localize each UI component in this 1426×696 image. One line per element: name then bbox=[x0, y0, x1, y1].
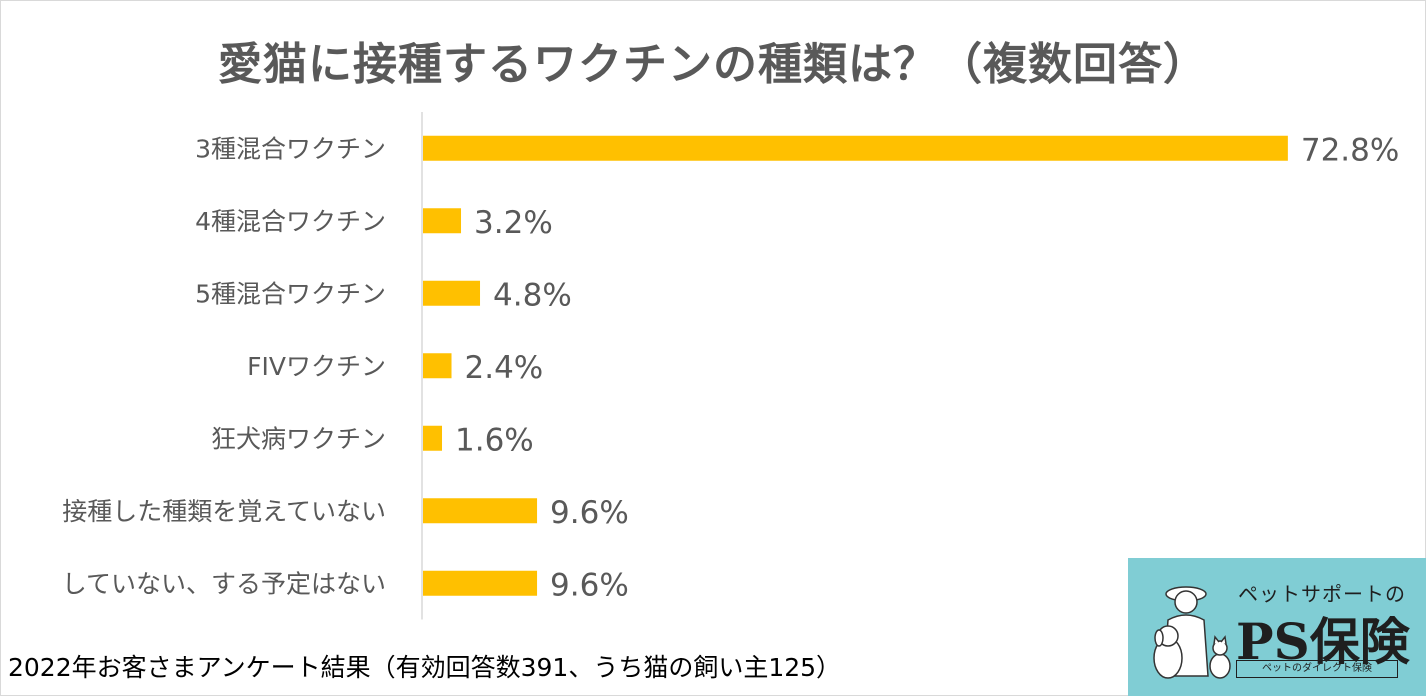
category-label: 4種混合ワクチン bbox=[195, 207, 386, 236]
logo-tagline: ペットサポートの bbox=[1238, 582, 1406, 606]
data-label: 9.6% bbox=[550, 495, 629, 531]
category-label: 5種混合ワクチン bbox=[195, 279, 386, 308]
bar bbox=[423, 353, 452, 379]
footnote: 2022年お客さまアンケート結果（有効回答数391、うち猫の飼い主125） bbox=[8, 653, 842, 682]
bar bbox=[423, 570, 538, 596]
bar bbox=[423, 498, 538, 524]
data-label: 3.2% bbox=[474, 205, 553, 241]
logo-subline: ペットのダイレクト保険 bbox=[1236, 660, 1398, 678]
data-label: 1.6% bbox=[455, 422, 534, 458]
category-label: FIVワクチン bbox=[247, 352, 386, 381]
data-label: 2.4% bbox=[465, 350, 544, 386]
data-label: 4.8% bbox=[493, 277, 572, 313]
pets-illustration-icon bbox=[1153, 586, 1231, 679]
category-label: 接種した種類を覚えていない bbox=[62, 497, 386, 526]
bar bbox=[423, 208, 462, 234]
ps-insurance-logo: ペットサポートの PS保険 ペットのダイレクト保険 bbox=[1128, 558, 1426, 696]
bar bbox=[423, 280, 481, 306]
chart-title: 愛猫に接種するワクチンの種類は？（複数回答） bbox=[218, 39, 1208, 90]
logo-brand: PS保険 bbox=[1236, 612, 1410, 671]
data-label: 72.8% bbox=[1301, 132, 1399, 168]
data-label: 9.6% bbox=[550, 567, 629, 603]
category-label: 3種混合ワクチン bbox=[195, 134, 386, 163]
category-label: していない、する予定はない bbox=[62, 569, 386, 598]
category-label: 狂犬病ワクチン bbox=[211, 424, 386, 453]
bar bbox=[423, 135, 1288, 161]
bar bbox=[423, 425, 443, 451]
